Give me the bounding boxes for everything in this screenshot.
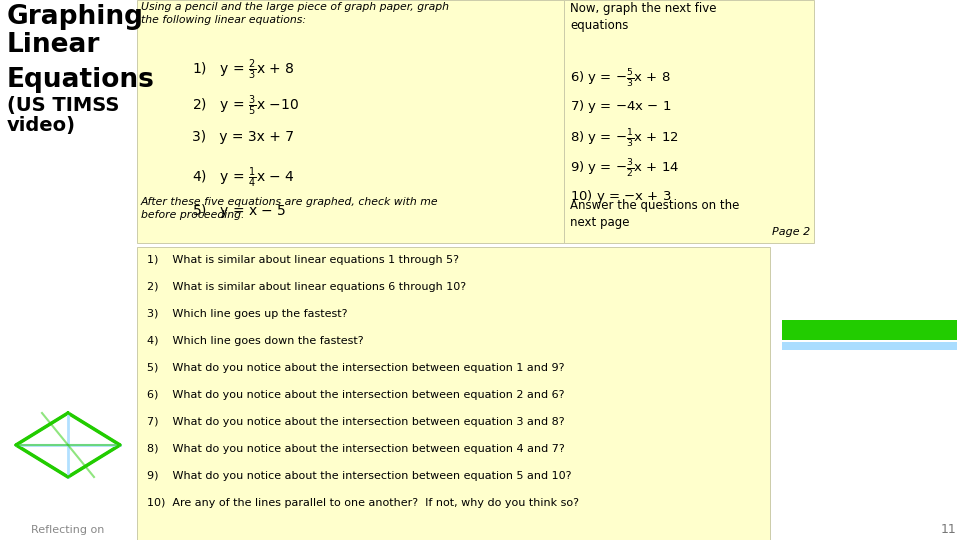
Text: After these five equations are graphed, check with me
before proceeding.: After these five equations are graphed, … xyxy=(141,197,439,220)
Text: 10) y = $-$x + 3: 10) y = $-$x + 3 xyxy=(570,188,671,205)
Text: 1)   y = $\frac{2}{3}$x + 8: 1) y = $\frac{2}{3}$x + 8 xyxy=(192,58,295,82)
Text: 8)    What do you notice about the intersection between equation 4 and 7?: 8) What do you notice about the intersec… xyxy=(147,444,564,454)
Bar xyxy=(782,330,957,340)
Text: 6) y = $-\frac{5}{3}$x + 8: 6) y = $-\frac{5}{3}$x + 8 xyxy=(570,68,671,90)
FancyBboxPatch shape xyxy=(564,0,814,243)
Text: 2)   y = $\frac{3}{5}$x $-$10: 2) y = $\frac{3}{5}$x $-$10 xyxy=(192,94,299,118)
Text: Graphing: Graphing xyxy=(7,4,144,30)
Text: video): video) xyxy=(7,117,76,136)
Text: Page 2: Page 2 xyxy=(772,227,810,237)
Text: 1)    What is similar about linear equations 1 through 5?: 1) What is similar about linear equation… xyxy=(147,255,459,265)
FancyBboxPatch shape xyxy=(137,247,770,540)
Text: 10)  Are any of the lines parallel to one another?  If not, why do you think so?: 10) Are any of the lines parallel to one… xyxy=(147,498,579,508)
Text: 7) y = $-$4x $-$ 1: 7) y = $-$4x $-$ 1 xyxy=(570,98,671,115)
Text: Linear: Linear xyxy=(7,32,101,58)
Text: 9) y = $-\frac{3}{2}$x + 14: 9) y = $-\frac{3}{2}$x + 14 xyxy=(570,158,680,180)
Text: 6)    What do you notice about the intersection between equation 2 and 6?: 6) What do you notice about the intersec… xyxy=(147,390,564,400)
Bar xyxy=(782,320,957,330)
Text: 4)    Which line goes down the fastest?: 4) Which line goes down the fastest? xyxy=(147,336,364,346)
Text: Answer the questions on the
next page: Answer the questions on the next page xyxy=(570,199,739,229)
Text: (US TIMSS: (US TIMSS xyxy=(7,96,119,114)
Text: Equations: Equations xyxy=(7,67,155,93)
Text: 8) y = $-\frac{1}{3}$x + 12: 8) y = $-\frac{1}{3}$x + 12 xyxy=(570,128,679,150)
Text: 9)    What do you notice about the intersection between equation 5 and 10?: 9) What do you notice about the intersec… xyxy=(147,471,571,481)
Text: 7)    What do you notice about the intersection between equation 3 and 8?: 7) What do you notice about the intersec… xyxy=(147,417,564,427)
Text: 11: 11 xyxy=(940,523,956,536)
Text: 5)    What do you notice about the intersection between equation 1 and 9?: 5) What do you notice about the intersec… xyxy=(147,363,564,373)
Text: Using a pencil and the large piece of graph paper, graph
the following linear eq: Using a pencil and the large piece of gr… xyxy=(141,2,449,25)
Text: Now, graph the next five
equations: Now, graph the next five equations xyxy=(570,2,716,32)
Text: Reflecting on: Reflecting on xyxy=(32,525,105,535)
Bar xyxy=(782,342,957,350)
FancyBboxPatch shape xyxy=(137,0,564,243)
Text: 5)   y = x $-$ 5: 5) y = x $-$ 5 xyxy=(192,202,286,220)
Text: 4)   y = $\frac{1}{4}$x $-$ 4: 4) y = $\frac{1}{4}$x $-$ 4 xyxy=(192,166,295,190)
Text: 3)   y = 3x + 7: 3) y = 3x + 7 xyxy=(192,130,294,144)
Text: 3)    Which line goes up the fastest?: 3) Which line goes up the fastest? xyxy=(147,309,348,319)
Text: 2)    What is similar about linear equations 6 through 10?: 2) What is similar about linear equation… xyxy=(147,282,467,292)
